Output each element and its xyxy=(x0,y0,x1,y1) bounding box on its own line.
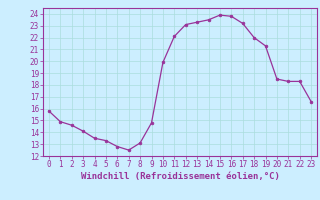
X-axis label: Windchill (Refroidissement éolien,°C): Windchill (Refroidissement éolien,°C) xyxy=(81,172,279,181)
